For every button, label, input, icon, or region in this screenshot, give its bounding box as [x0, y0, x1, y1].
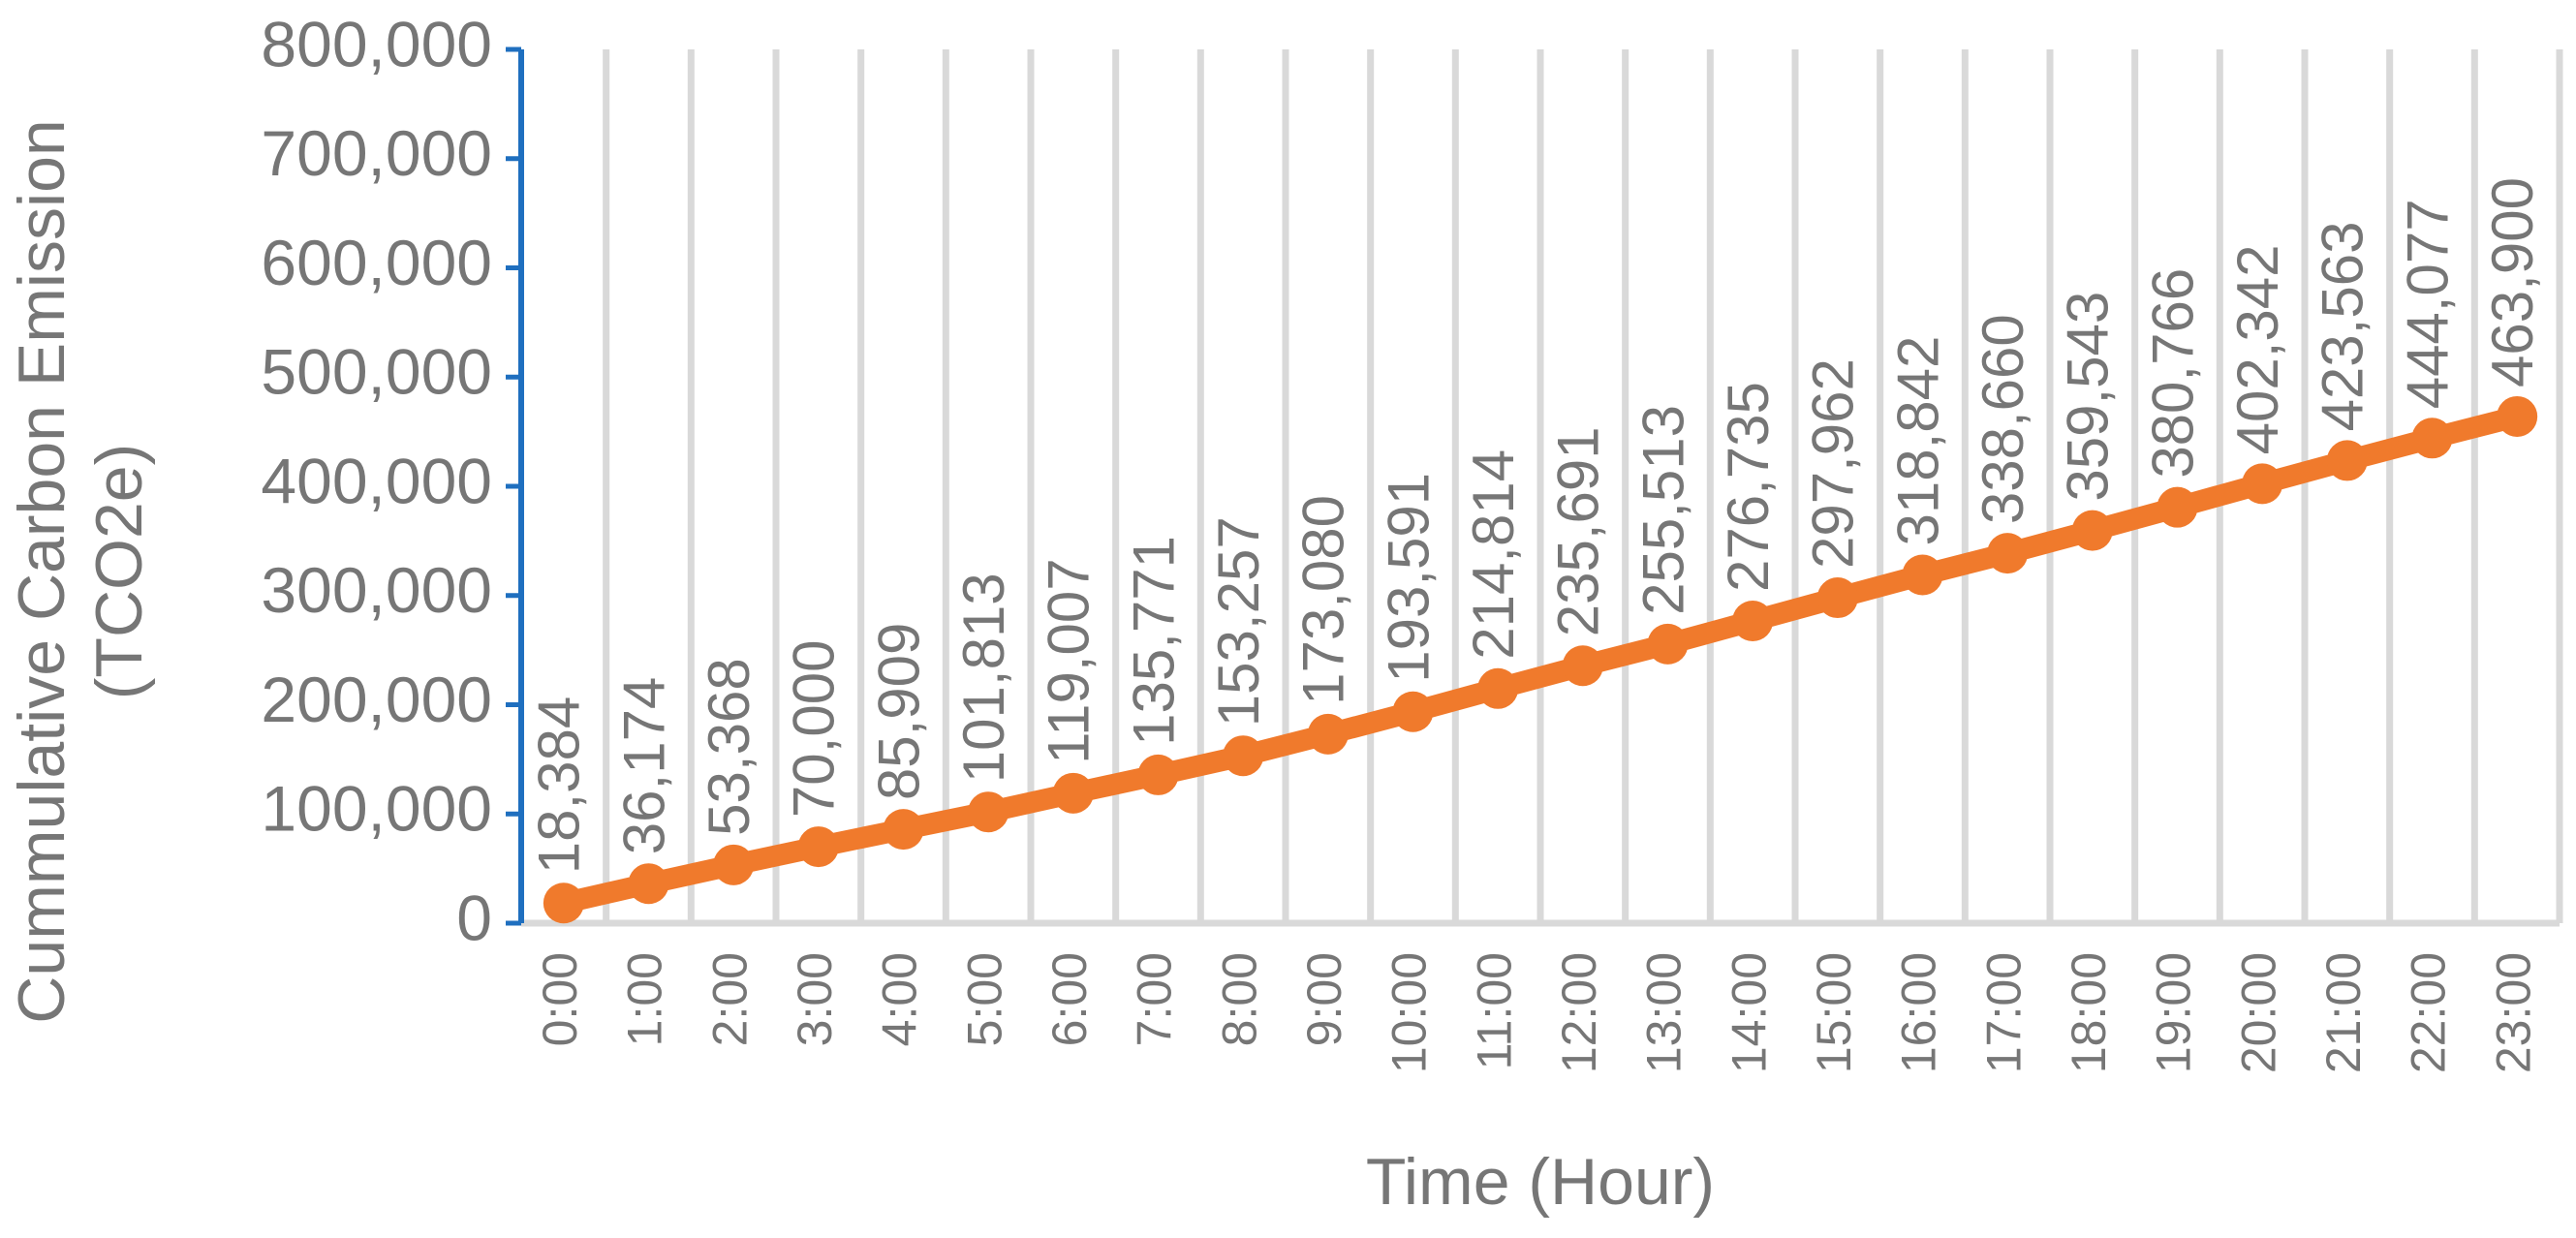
data-point: [628, 863, 669, 905]
data-point: [883, 809, 924, 851]
x-tick-label: 17:00: [1976, 952, 2031, 1073]
data-label: 463,900: [2480, 177, 2545, 387]
y-axis-title: (TCO2e): [82, 444, 156, 699]
data-label: 85,909: [866, 623, 931, 801]
data-label: 255,513: [1630, 405, 1695, 615]
x-tick-label: 11:00: [1467, 952, 1521, 1069]
data-label: 318,842: [1885, 336, 1950, 546]
x-tick-label: 23:00: [2486, 952, 2540, 1073]
x-tick-label: 6:00: [1042, 952, 1097, 1046]
data-point: [1987, 533, 2029, 574]
data-point: [1816, 577, 1858, 619]
x-tick-label: 5:00: [957, 952, 1011, 1046]
x-tick-label: 7:00: [1128, 952, 1182, 1046]
x-tick-label: 21:00: [2316, 952, 2371, 1073]
data-label: 153,257: [1206, 516, 1271, 727]
data-point: [1307, 713, 1349, 755]
data-point: [968, 791, 1009, 833]
data-label: 119,007: [1037, 558, 1102, 763]
y-tick-label: 200,000: [261, 664, 492, 735]
data-point: [2071, 510, 2113, 551]
x-tick-label: 22:00: [2402, 952, 2456, 1073]
data-point: [543, 882, 584, 924]
data-point: [1732, 600, 1774, 641]
data-label: 402,342: [2225, 244, 2290, 454]
data-label: 423,563: [2311, 222, 2375, 432]
y-tick-label: 700,000: [261, 117, 492, 189]
data-label: 444,077: [2395, 199, 2460, 409]
data-label: 338,660: [1971, 314, 2035, 524]
data-label: 380,766: [2140, 268, 2205, 479]
data-label: 101,813: [951, 573, 1016, 783]
data-point: [2157, 486, 2198, 528]
y-tick-label: 600,000: [261, 227, 492, 298]
x-tick-label: 2:00: [702, 952, 757, 1046]
data-point: [797, 826, 839, 868]
data-point: [1647, 623, 1689, 665]
data-point: [2411, 418, 2453, 459]
x-tick-label: 4:00: [873, 952, 927, 1046]
y-tick-label: 300,000: [261, 554, 492, 626]
data-point: [2326, 440, 2368, 481]
data-label: 193,591: [1376, 473, 1441, 683]
y-tick-label: 800,000: [261, 8, 492, 79]
data-label: 70,000: [782, 640, 847, 819]
x-tick-label: 13:00: [1637, 952, 1691, 1073]
data-point: [1052, 772, 1094, 814]
data-point: [1392, 691, 1434, 732]
data-label: 53,368: [697, 658, 761, 836]
y-tick-label: 0: [456, 882, 492, 953]
x-tick-label: 16:00: [1892, 952, 1946, 1073]
x-tick-label: 18:00: [2062, 952, 2116, 1073]
x-tick-label: 8:00: [1212, 952, 1266, 1046]
data-point: [1477, 667, 1519, 709]
data-label: 297,962: [1801, 358, 1866, 569]
data-label: 214,814: [1461, 449, 1526, 660]
y-tick-label: 500,000: [261, 336, 492, 408]
data-label: 36,174: [611, 677, 676, 855]
x-tick-label: 9:00: [1297, 952, 1351, 1046]
data-label: 18,384: [527, 696, 592, 875]
x-tick-label: 12:00: [1552, 952, 1606, 1073]
x-tick-label: 1:00: [618, 952, 672, 1046]
y-tick-label: 400,000: [261, 445, 492, 516]
x-tick-label: 20:00: [2231, 952, 2285, 1073]
data-point: [2242, 463, 2283, 505]
data-label: 235,691: [1546, 426, 1611, 636]
data-point: [713, 844, 755, 885]
x-tick-label: 19:00: [2147, 952, 2201, 1073]
data-point: [1223, 735, 1264, 777]
data-label: 359,543: [2056, 292, 2121, 502]
x-tick-label: 15:00: [1807, 952, 1861, 1073]
y-axis-title: Cummulative Carbon Emission: [5, 119, 78, 1023]
y-tick-label: 100,000: [261, 773, 492, 845]
data-label: 135,771: [1121, 536, 1186, 746]
data-point: [1137, 754, 1179, 795]
x-tick-label: 10:00: [1382, 952, 1437, 1073]
x-tick-label: 0:00: [533, 952, 587, 1046]
data-label: 173,080: [1291, 495, 1356, 705]
data-point: [1562, 645, 1603, 687]
x-tick-label: 3:00: [788, 952, 842, 1046]
x-tick-label: 14:00: [1722, 952, 1776, 1073]
data-point: [1902, 554, 1943, 596]
data-point: [2497, 395, 2538, 437]
data-label: 276,735: [1716, 382, 1781, 592]
x-axis-title: Time (Hour): [1366, 1145, 1715, 1219]
